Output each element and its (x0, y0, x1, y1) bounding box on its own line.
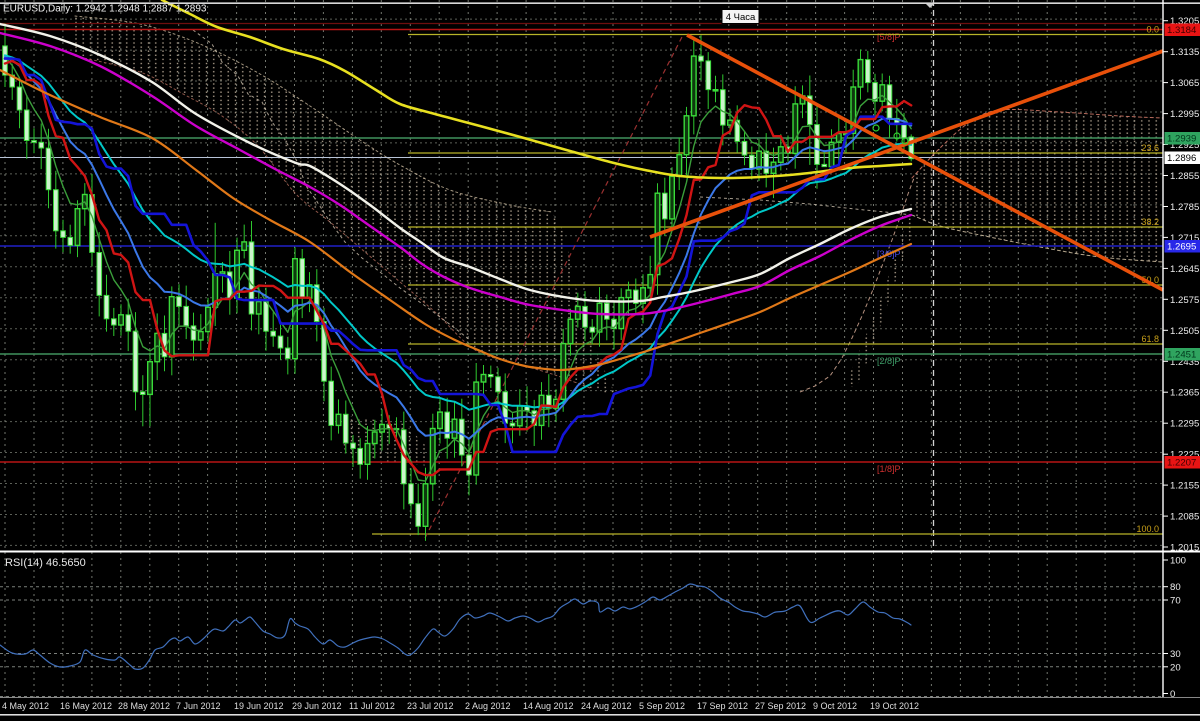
svg-text:5 Sep 2012: 5 Sep 2012 (639, 701, 685, 711)
svg-text:1.2505: 1.2505 (1170, 326, 1199, 337)
svg-text:1.2575: 1.2575 (1170, 295, 1199, 306)
svg-text:4 Часа: 4 Часа (726, 12, 756, 23)
svg-text:19 Jun 2012: 19 Jun 2012 (234, 701, 284, 711)
svg-text:9 Oct 2012: 9 Oct 2012 (813, 701, 857, 711)
svg-text:29 Jun 2012: 29 Jun 2012 (292, 701, 342, 711)
svg-text:4 May 2012: 4 May 2012 (2, 701, 49, 711)
svg-text:80: 80 (1170, 582, 1181, 593)
svg-text:1.2785: 1.2785 (1170, 202, 1199, 213)
svg-text:1.2995: 1.2995 (1170, 109, 1199, 120)
svg-text:23 Jul 2012: 23 Jul 2012 (407, 701, 454, 711)
svg-text:[2/8]P: [2/8]P (877, 356, 901, 366)
svg-text:61.8: 61.8 (1141, 334, 1159, 344)
svg-text:24 Aug 2012: 24 Aug 2012 (581, 701, 632, 711)
svg-text:1.2896: 1.2896 (1167, 153, 1196, 164)
svg-text:17 Sep 2012: 17 Sep 2012 (697, 701, 748, 711)
svg-text:1.3184: 1.3184 (1167, 25, 1197, 36)
svg-text:1.2295: 1.2295 (1170, 419, 1199, 430)
svg-text:1.2365: 1.2365 (1170, 388, 1199, 399)
svg-text:1.2645: 1.2645 (1170, 264, 1199, 275)
svg-text:RSI(14) 46.5650: RSI(14) 46.5650 (5, 557, 86, 569)
svg-text:100.0: 100.0 (1136, 524, 1159, 534)
svg-text:30: 30 (1170, 649, 1181, 660)
svg-text:27 Sep 2012: 27 Sep 2012 (755, 701, 806, 711)
svg-text:[1/8]P: [1/8]P (877, 464, 901, 474)
svg-text:1.3065: 1.3065 (1170, 78, 1199, 89)
svg-text:EURUSD,Daily: 1.2942 1.2948 1.: EURUSD,Daily: 1.2942 1.2948 1.2887 1.289… (3, 4, 207, 15)
svg-text:70: 70 (1170, 596, 1181, 607)
svg-text:14 Aug 2012: 14 Aug 2012 (523, 701, 574, 711)
svg-text:100: 100 (1170, 556, 1186, 567)
svg-text:0: 0 (1170, 689, 1175, 700)
svg-text:1.2939: 1.2939 (1167, 134, 1196, 145)
svg-text:7 Jun 2012: 7 Jun 2012 (176, 701, 221, 711)
svg-text:0.0: 0.0 (1146, 25, 1159, 35)
svg-text:19 Oct 2012: 19 Oct 2012 (870, 701, 919, 711)
svg-text:1.2695: 1.2695 (1167, 242, 1196, 253)
svg-text:20: 20 (1170, 662, 1181, 673)
svg-text:1.2085: 1.2085 (1170, 512, 1199, 523)
svg-text:11 Jul 2012: 11 Jul 2012 (349, 701, 395, 711)
svg-text:1.2155: 1.2155 (1170, 481, 1199, 492)
svg-text:1.2855: 1.2855 (1170, 171, 1199, 182)
svg-text:[5/8]P: [5/8]P (877, 32, 901, 42)
svg-text:23.6: 23.6 (1141, 143, 1159, 153)
svg-text:1.2451: 1.2451 (1167, 350, 1196, 361)
svg-text:2 Aug 2012: 2 Aug 2012 (465, 701, 511, 711)
svg-text:1.3135: 1.3135 (1170, 47, 1199, 58)
svg-text:1.2207: 1.2207 (1167, 458, 1196, 469)
svg-text:38.2: 38.2 (1141, 217, 1159, 227)
svg-text:1.2015: 1.2015 (1170, 543, 1199, 554)
svg-text:28 May 2012: 28 May 2012 (118, 701, 170, 711)
svg-text:16 May 2012: 16 May 2012 (60, 701, 112, 711)
